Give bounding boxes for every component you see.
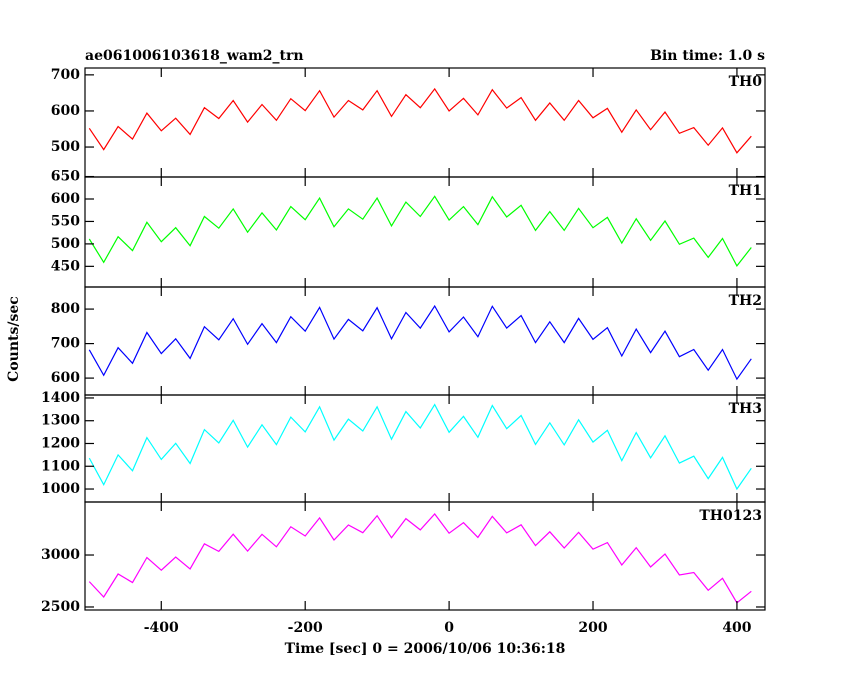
data-line (88, 513, 752, 604)
y-tick-label: 550 (51, 213, 80, 229)
data-line (88, 87, 752, 154)
data-line (88, 403, 752, 491)
series-label: TH0123 (699, 508, 762, 524)
series-label: TH1 (729, 183, 762, 199)
y-tick-label: 700 (51, 67, 80, 83)
y-tick-label: 1200 (41, 435, 80, 451)
y-tick-label: 1100 (41, 458, 80, 474)
x-tick-label: -200 (288, 620, 323, 636)
y-tick-label: 800 (51, 301, 80, 317)
y-tick-label: 700 (51, 336, 80, 352)
x-tick-label: 400 (722, 620, 751, 636)
y-tick-label: 2500 (41, 599, 80, 615)
data-line (88, 304, 752, 381)
y-tick-label: 600 (51, 370, 80, 386)
panel-frame (84, 176, 766, 288)
y-tick-label: 650 (51, 169, 80, 185)
y-axis-label: Counts/sec (6, 296, 22, 382)
y-tick-label: 500 (51, 236, 80, 252)
x-tick-label: -400 (144, 620, 179, 636)
y-tick-label: 500 (51, 139, 80, 155)
series-label: TH2 (729, 293, 762, 309)
x-tick-label: 200 (578, 620, 607, 636)
y-tick-label: 3000 (41, 547, 80, 563)
x-tick-label: 0 (444, 620, 454, 636)
y-tick-label: 1400 (41, 390, 80, 406)
chart-title: ae061006103618_wam2_trn (85, 48, 304, 64)
bin-time: Bin time: 1.0 s (650, 48, 765, 64)
y-tick-label: 600 (51, 191, 80, 207)
series-label: TH0 (729, 74, 763, 90)
panel-frame (84, 501, 766, 611)
y-tick-label: 450 (51, 258, 80, 274)
y-tick-label: 1000 (41, 481, 80, 497)
y-tick-label: 1300 (41, 413, 80, 429)
panel-frame (84, 394, 766, 503)
panel-frame (84, 286, 766, 396)
series-label: TH3 (729, 401, 762, 417)
panel-frame (84, 67, 766, 178)
y-tick-label: 600 (51, 103, 80, 119)
x-axis-label: Time [sec] 0 = 2006/10/06 10:36:18 (285, 641, 566, 657)
data-line (88, 195, 752, 268)
